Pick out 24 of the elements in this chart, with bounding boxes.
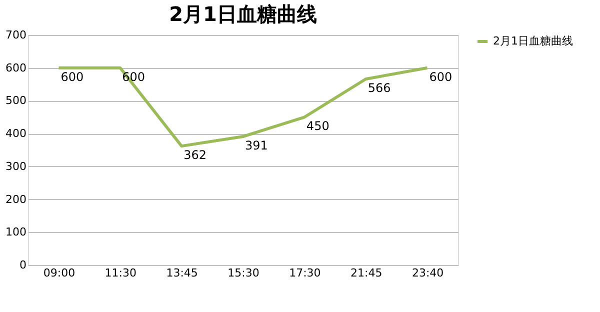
y-tick-label: 100: [6, 226, 26, 239]
x-tick-label: 21:45: [350, 266, 382, 280]
x-tick-label: 11:30: [104, 266, 136, 280]
x-tick-label: 15:30: [228, 266, 260, 280]
data-label: 450: [306, 119, 330, 134]
legend-label: 2月1日血糖曲线: [493, 34, 573, 48]
data-label: 600: [60, 70, 84, 84]
y-tick-label: 200: [6, 192, 26, 206]
x-tick-label: 09:00: [43, 266, 76, 280]
y-tick-label: 600: [6, 61, 26, 74]
data-label: 600: [429, 70, 452, 84]
data-label: 362: [184, 148, 206, 162]
x-tick-label: 17:30: [289, 266, 321, 280]
chart-title: 2月1日血糖曲线: [169, 2, 317, 26]
data-label: 566: [368, 81, 391, 96]
x-tick-label: 13:45: [166, 266, 198, 280]
y-tick-label: 0: [20, 258, 26, 272]
line-series: [57, 66, 429, 148]
x-tick-label: 23:40: [412, 266, 444, 280]
y-tick-label: 300: [6, 160, 26, 173]
y-tick-label: 500: [6, 94, 26, 108]
y-tick-label: 400: [6, 127, 26, 140]
y-tick-label: 700: [6, 28, 26, 42]
data-label: 391: [245, 138, 268, 153]
